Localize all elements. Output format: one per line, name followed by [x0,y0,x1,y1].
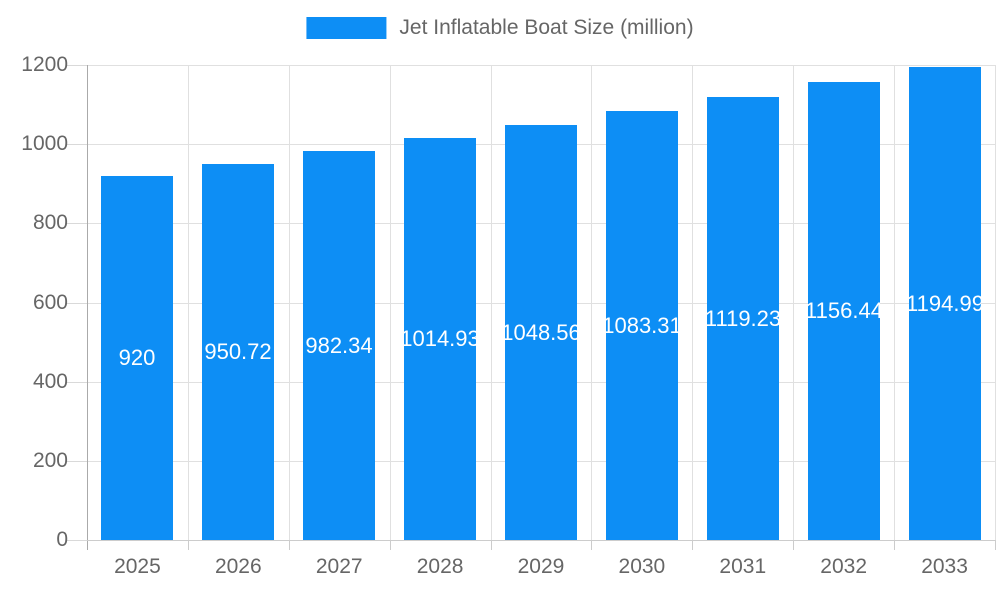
gridline-vertical [289,65,290,540]
x-tick-label: 2030 [618,555,666,578]
x-axis-line [87,540,995,541]
y-tick-label: 200 [32,448,68,472]
bar: 950.72 [202,164,274,540]
y-axis-tick [67,302,87,304]
gridline-vertical [894,65,895,540]
bar-value-label: 1156.44 [808,298,880,323]
bar-value-label: 982.34 [305,332,373,358]
gridline-vertical [390,65,391,540]
gridline-vertical [491,65,492,540]
x-axis-tick [894,540,895,550]
bar-value-label: 920 [118,345,156,370]
x-axis-tick [995,540,996,550]
y-axis-tick [67,65,87,66]
bar: 1194.99 [909,67,981,540]
y-tick-label: 800 [32,211,68,235]
y-tick-label: 600 [32,290,68,314]
x-axis-tick [692,540,693,550]
x-tick-label: 2026 [214,555,262,578]
plot-area: 920 950.72 982.34 1014.93 1048.56 1083.31 1119… [87,65,996,540]
bar: 920 [101,176,173,540]
y-tick-label: 1000 [21,132,68,156]
x-axis-tick [793,540,794,550]
y-axis-tick [67,144,87,146]
y-axis-tick [67,460,87,462]
x-axis-tick [289,540,290,550]
bar-value-label: 1083.31 [606,312,678,338]
bar: 1048.56 [505,125,577,540]
x-axis-tick [591,540,592,550]
bar: 1083.31 [606,111,678,540]
bar-value-label: 1194.99 [909,290,981,316]
gridline-vertical [591,65,592,540]
x-axis-tick [390,540,391,550]
bar: 982.34 [303,151,375,540]
legend[interactable]: Jet Inflatable Boat Size (million) [306,16,694,40]
bar: 1156.44 [808,82,880,540]
x-tick-label: 2025 [114,555,161,578]
y-axis-tick [67,223,87,225]
x-axis-tick [87,540,88,550]
bar: 1014.93 [404,138,476,540]
y-tick-label: 0 [56,528,68,551]
x-tick-label: 2027 [315,555,363,578]
y-axis-line [87,65,88,540]
bar-value-label: 1048.56 [505,319,577,345]
gridline-vertical [188,65,189,540]
legend-label: Jet Inflatable Boat Size (million) [399,16,694,39]
y-tick-label: 1200 [21,53,68,76]
x-axis-tick [188,540,189,550]
gridline-vertical [692,65,693,540]
y-axis-tick [67,381,87,383]
x-tick-label: 2028 [416,555,464,578]
x-tick-label: 2031 [719,555,767,578]
y-tick-label: 400 [32,369,68,393]
x-tick-label: 2032 [820,555,868,578]
legend-swatch[interactable] [306,17,387,39]
bar-value-label: 1119.23 [707,305,779,331]
bar-value-label: 950.72 [204,339,272,364]
bar-value-label: 1014.93 [404,326,476,351]
x-tick-label: 2033 [921,555,968,578]
x-tick-label: 2029 [517,555,565,578]
bar: 1119.23 [707,97,779,540]
gridline-vertical [995,65,996,540]
gridline-vertical [793,65,794,540]
y-axis-tick [67,540,87,541]
x-axis-tick [491,540,492,550]
gridline-horizontal [87,65,995,66]
